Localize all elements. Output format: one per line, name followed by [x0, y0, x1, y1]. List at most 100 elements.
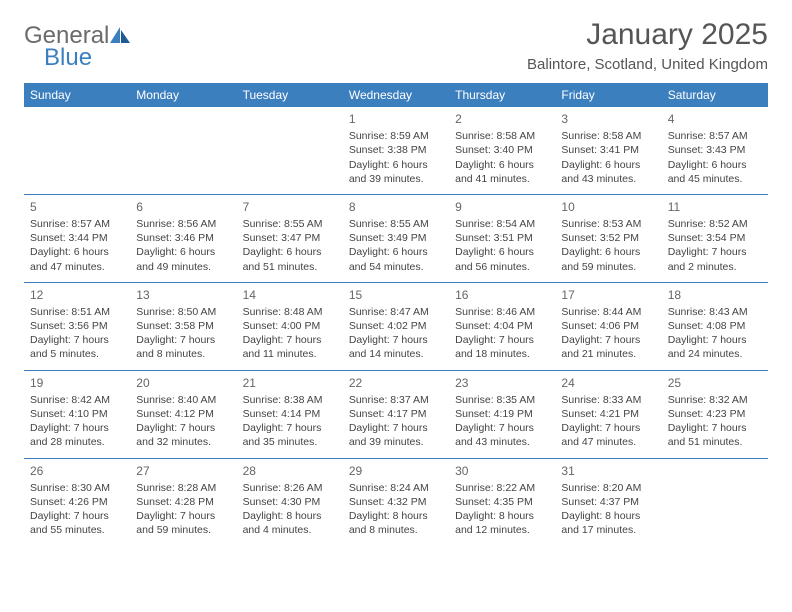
calendar-cell: 27Sunrise: 8:28 AMSunset: 4:28 PMDayligh… — [130, 458, 236, 545]
calendar-cell: 2Sunrise: 8:58 AMSunset: 3:40 PMDaylight… — [449, 107, 555, 194]
day-info-line: and 51 minutes. — [243, 260, 337, 274]
calendar-cell — [24, 107, 130, 194]
day-info-line: Daylight: 6 hours — [455, 158, 549, 172]
day-info-line: Daylight: 7 hours — [561, 421, 655, 435]
day-info-line: Sunset: 4:04 PM — [455, 319, 549, 333]
day-info-line: and 41 minutes. — [455, 172, 549, 186]
calendar-cell: 18Sunrise: 8:43 AMSunset: 4:08 PMDayligh… — [662, 282, 768, 370]
day-info-line: Sunrise: 8:20 AM — [561, 481, 655, 495]
day-info-line: Sunrise: 8:38 AM — [243, 393, 337, 407]
day-info-line: and 54 minutes. — [349, 260, 443, 274]
day-info-line: Daylight: 7 hours — [349, 421, 443, 435]
calendar-cell: 8Sunrise: 8:55 AMSunset: 3:49 PMDaylight… — [343, 194, 449, 282]
day-number: 3 — [561, 111, 655, 127]
day-number: 22 — [349, 375, 443, 391]
day-info-line: Sunset: 4:28 PM — [136, 495, 230, 509]
day-info-line: and 24 minutes. — [668, 347, 762, 361]
day-info-line: Sunrise: 8:47 AM — [349, 305, 443, 319]
day-info-line: Sunrise: 8:58 AM — [455, 129, 549, 143]
calendar-cell: 11Sunrise: 8:52 AMSunset: 3:54 PMDayligh… — [662, 194, 768, 282]
day-info-line: Sunrise: 8:50 AM — [136, 305, 230, 319]
day-info-line: Sunrise: 8:53 AM — [561, 217, 655, 231]
day-info-line: Sunset: 4:08 PM — [668, 319, 762, 333]
day-info-line: Daylight: 6 hours — [30, 245, 124, 259]
day-info-line: and 2 minutes. — [668, 260, 762, 274]
day-info-line: Sunset: 4:32 PM — [349, 495, 443, 509]
day-info-line: Daylight: 7 hours — [561, 333, 655, 347]
day-info-line: Daylight: 7 hours — [136, 333, 230, 347]
day-info-line: Daylight: 7 hours — [30, 333, 124, 347]
day-number: 4 — [668, 111, 762, 127]
day-info-line: Sunrise: 8:52 AM — [668, 217, 762, 231]
day-info-line: Sunset: 4:14 PM — [243, 407, 337, 421]
day-info-line: Sunrise: 8:37 AM — [349, 393, 443, 407]
calendar-table: Sunday Monday Tuesday Wednesday Thursday… — [24, 83, 768, 545]
calendar-cell: 30Sunrise: 8:22 AMSunset: 4:35 PMDayligh… — [449, 458, 555, 545]
day-info-line: Daylight: 7 hours — [243, 421, 337, 435]
day-number: 28 — [243, 463, 337, 479]
day-info-line: Sunset: 4:30 PM — [243, 495, 337, 509]
day-info-line: Daylight: 7 hours — [30, 421, 124, 435]
day-info-line: Sunset: 4:12 PM — [136, 407, 230, 421]
day-info-line: and 59 minutes. — [561, 260, 655, 274]
calendar-cell: 31Sunrise: 8:20 AMSunset: 4:37 PMDayligh… — [555, 458, 661, 545]
day-info-line: Daylight: 6 hours — [243, 245, 337, 259]
day-header: Friday — [555, 83, 661, 107]
day-info-line: Daylight: 7 hours — [30, 509, 124, 523]
day-number: 30 — [455, 463, 549, 479]
page-title: January 2025 — [527, 18, 768, 52]
location-subtitle: Balintore, Scotland, United Kingdom — [527, 56, 768, 73]
day-info-line: Sunrise: 8:35 AM — [455, 393, 549, 407]
day-info-line: Sunset: 4:17 PM — [349, 407, 443, 421]
day-info-line: and 4 minutes. — [243, 523, 337, 537]
day-info-line: Sunrise: 8:24 AM — [349, 481, 443, 495]
calendar-cell: 19 Sunrise: 8:42 AMSunset: 4:10 PMDayligh… — [24, 370, 130, 458]
day-info-line: Sunset: 4:35 PM — [455, 495, 549, 509]
day-info-line: and 49 minutes. — [136, 260, 230, 274]
calendar-cell: 16Sunrise: 8:46 AMSunset: 4:04 PMDayligh… — [449, 282, 555, 370]
day-info-line: Sunrise: 8:43 AM — [668, 305, 762, 319]
day-info-line: and 18 minutes. — [455, 347, 549, 361]
calendar-cell: 23Sunrise: 8:35 AMSunset: 4:19 PMDayligh… — [449, 370, 555, 458]
calendar-cell: 26Sunrise: 8:30 AMSunset: 4:26 PMDayligh… — [24, 458, 130, 545]
calendar-row: 19Sunrise: 8:42 AMSunset: 4:10 PMDayligh… — [24, 370, 768, 458]
day-number: 13 — [136, 287, 230, 303]
calendar-cell: 6Sunrise: 8:56 AMSunset: 3:46 PMDaylight… — [130, 194, 236, 282]
calendar-cell: 22 Sunrise: 8:37 AMSunset: 4:17 PMDayligh… — [343, 370, 449, 458]
day-info-line: Daylight: 7 hours — [455, 333, 549, 347]
calendar-cell: 4Sunrise: 8:57 AMSunset: 3:43 PMDaylight… — [662, 107, 768, 194]
day-header: Wednesday — [343, 83, 449, 107]
day-number: 9 — [455, 199, 549, 215]
day-info-line: and 21 minutes. — [561, 347, 655, 361]
day-info-line: and 43 minutes. — [455, 435, 549, 449]
day-info-line: Sunset: 4:06 PM — [561, 319, 655, 333]
day-info-line: Sunset: 4:10 PM — [30, 407, 124, 421]
day-number: 6 — [136, 199, 230, 215]
day-info-line: and 14 minutes. — [349, 347, 443, 361]
day-info-line: Daylight: 8 hours — [243, 509, 337, 523]
day-number: 11 — [668, 199, 762, 215]
calendar-cell: 10Sunrise: 8:53 AMSunset: 3:52 PMDayligh… — [555, 194, 661, 282]
calendar-cell: 24Sunrise: 8:33 AMSunset: 4:21 PMDayligh… — [555, 370, 661, 458]
day-info-line: Sunset: 4:26 PM — [30, 495, 124, 509]
day-number: 12 — [30, 287, 124, 303]
calendar-cell: 14Sunrise: 8:48 AMSunset: 4:00 PMDayligh… — [237, 282, 343, 370]
calendar-cell: 21Sunrise: 8:38 AMSunset: 4:14 PMDayligh… — [237, 370, 343, 458]
day-info-line: Sunrise: 8:54 AM — [455, 217, 549, 231]
day-number: 19 — [30, 375, 124, 391]
day-info-line: Daylight: 8 hours — [561, 509, 655, 523]
day-info-line: Sunrise: 8:48 AM — [243, 305, 337, 319]
title-block: January 2025 Balintore, Scotland, United… — [527, 18, 768, 73]
day-number: 18 — [668, 287, 762, 303]
day-info-line: Sunset: 4:19 PM — [455, 407, 549, 421]
calendar-cell: 17Sunrise: 8:44 AMSunset: 4:06 PMDayligh… — [555, 282, 661, 370]
calendar-row: 5Sunrise: 8:57 AMSunset: 3:44 PMDaylight… — [24, 194, 768, 282]
day-info-line: Sunrise: 8:40 AM — [136, 393, 230, 407]
calendar-cell: 3Sunrise: 8:58 AMSunset: 3:41 PMDaylight… — [555, 107, 661, 194]
day-info-line: Sunrise: 8:59 AM — [349, 129, 443, 143]
day-info-line: Sunrise: 8:42 AM — [30, 393, 124, 407]
day-info-line: Sunset: 4:02 PM — [349, 319, 443, 333]
day-number: 8 — [349, 199, 443, 215]
calendar-cell: 29Sunrise: 8:24 AMSunset: 4:32 PMDayligh… — [343, 458, 449, 545]
day-number: 2 — [455, 111, 549, 127]
